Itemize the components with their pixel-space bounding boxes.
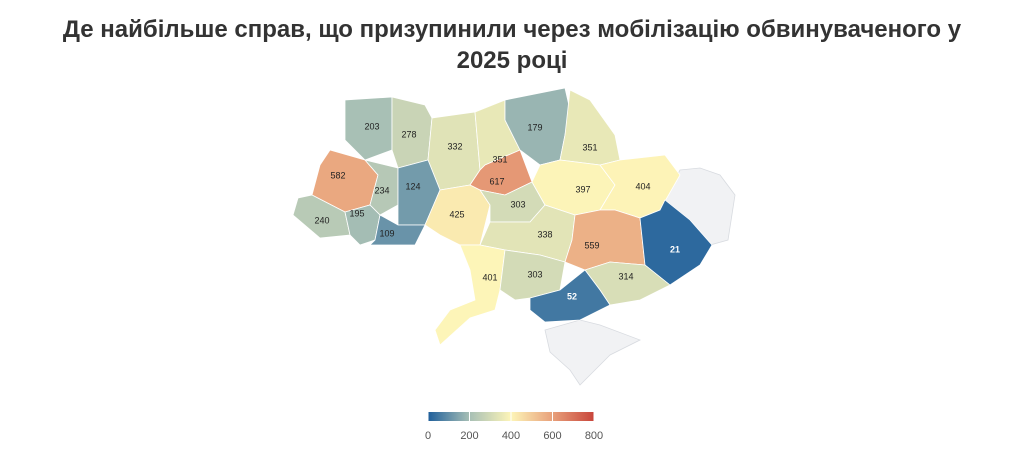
region-label: 397 [575, 184, 590, 194]
region-label: 559 [584, 240, 599, 250]
region-label: 195 [349, 208, 364, 218]
region-label: 582 [330, 170, 345, 180]
region-label: 124 [405, 181, 420, 191]
region-label: 179 [527, 122, 542, 132]
region [564, 209, 646, 271]
region-label: 303 [510, 199, 525, 209]
region [434, 244, 506, 346]
region-label: 425 [449, 209, 464, 219]
region-label: 617 [489, 176, 504, 186]
region-label: 332 [447, 141, 462, 151]
color-tick-label: 800 [585, 430, 603, 442]
region-no-data [544, 319, 641, 386]
region-label: 234 [374, 185, 389, 195]
region-label: 278 [401, 129, 416, 139]
map-title: Де найбільше справ, що призупинили через… [62, 16, 962, 74]
region-label: 401 [482, 272, 497, 282]
color-tick-label: 600 [543, 430, 561, 442]
region-label: 314 [618, 271, 633, 281]
legend: 0 200 400 600 800 [425, 412, 603, 442]
region [529, 269, 611, 323]
color-tick-label: 200 [460, 430, 478, 442]
region-label: 404 [635, 181, 650, 191]
regions: 203 278 332 351 617 179 351 582 234 124 240 195 109 4… [292, 87, 713, 346]
color-tick-label: 400 [502, 430, 520, 442]
region [344, 96, 393, 161]
region [559, 89, 621, 166]
region-label: 240 [314, 215, 329, 225]
color-tick-label: 0 [425, 430, 431, 442]
region-label: 203 [364, 121, 379, 131]
region-label: 21 [670, 244, 680, 254]
region-label: 351 [492, 154, 507, 164]
region-label: 52 [567, 291, 577, 301]
region-label: 351 [582, 142, 597, 152]
region-label: 338 [537, 229, 552, 239]
region-label: 303 [527, 269, 542, 279]
region-label: 109 [379, 228, 394, 238]
